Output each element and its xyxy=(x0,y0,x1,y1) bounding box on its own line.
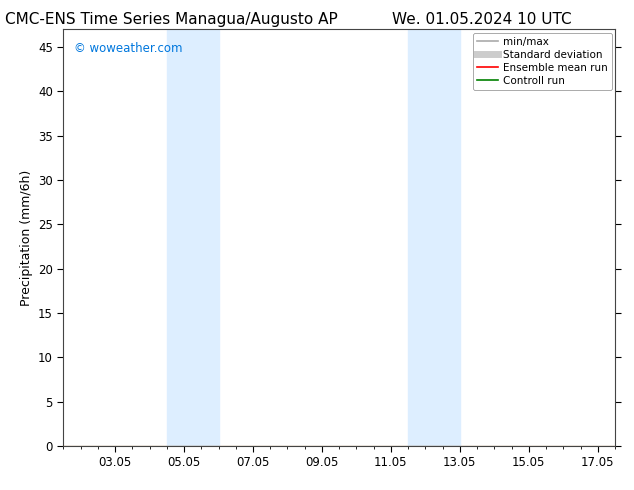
Text: © woweather.com: © woweather.com xyxy=(74,42,183,55)
Bar xyxy=(408,29,460,446)
Y-axis label: Precipitation (mm/6h): Precipitation (mm/6h) xyxy=(20,170,32,306)
Legend: min/max, Standard deviation, Ensemble mean run, Controll run: min/max, Standard deviation, Ensemble me… xyxy=(473,32,612,90)
Text: We. 01.05.2024 10 UTC: We. 01.05.2024 10 UTC xyxy=(392,12,572,27)
Bar xyxy=(167,29,219,446)
Text: CMC-ENS Time Series Managua/Augusto AP: CMC-ENS Time Series Managua/Augusto AP xyxy=(5,12,337,27)
